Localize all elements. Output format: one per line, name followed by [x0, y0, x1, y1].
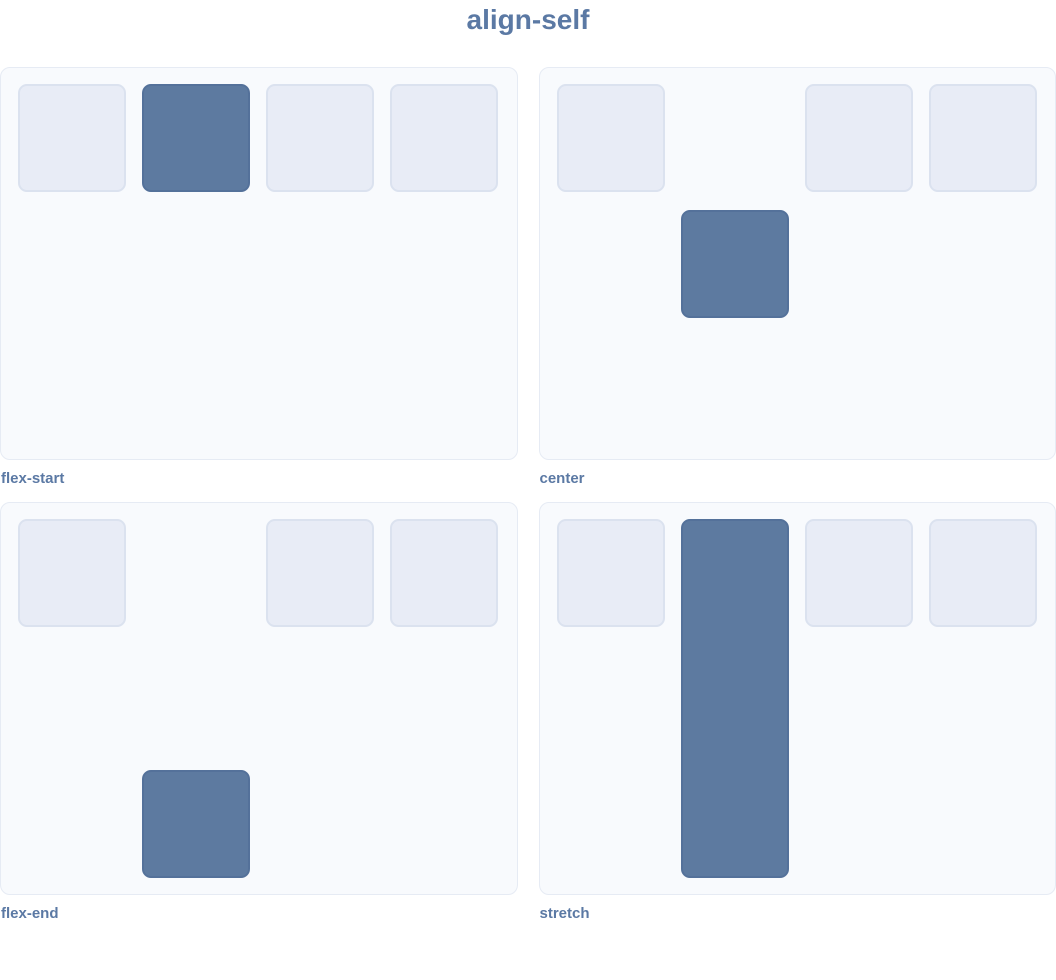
flex-item — [929, 519, 1037, 627]
flex-item-highlighted — [681, 519, 789, 878]
flex-item — [266, 84, 374, 192]
flex-item — [390, 84, 498, 192]
flex-item — [390, 519, 498, 627]
flex-item-highlighted — [681, 210, 789, 318]
flex-item-highlighted — [142, 84, 250, 192]
flex-item — [18, 519, 126, 627]
example-flex-end: flex-end — [0, 502, 518, 923]
flex-item — [557, 519, 665, 627]
flex-item — [805, 519, 913, 627]
example-label: center — [540, 469, 1056, 488]
flex-item — [929, 84, 1037, 192]
example-stretch: stretch — [539, 502, 1056, 923]
flex-container — [539, 67, 1056, 460]
page-title: align-self — [0, 3, 1056, 37]
flex-item — [557, 84, 665, 192]
example-label: stretch — [540, 904, 1056, 923]
examples-grid: flex-start center flex-end stretch — [0, 67, 1056, 923]
example-label: flex-start — [1, 469, 518, 488]
flex-item — [266, 519, 374, 627]
flex-item — [18, 84, 126, 192]
flex-item — [805, 84, 913, 192]
flex-container — [0, 67, 518, 460]
example-center: center — [539, 67, 1056, 488]
flex-item-highlighted — [142, 770, 250, 878]
flex-container — [539, 502, 1056, 895]
example-label: flex-end — [1, 904, 518, 923]
example-flex-start: flex-start — [0, 67, 518, 488]
flex-container — [0, 502, 518, 895]
